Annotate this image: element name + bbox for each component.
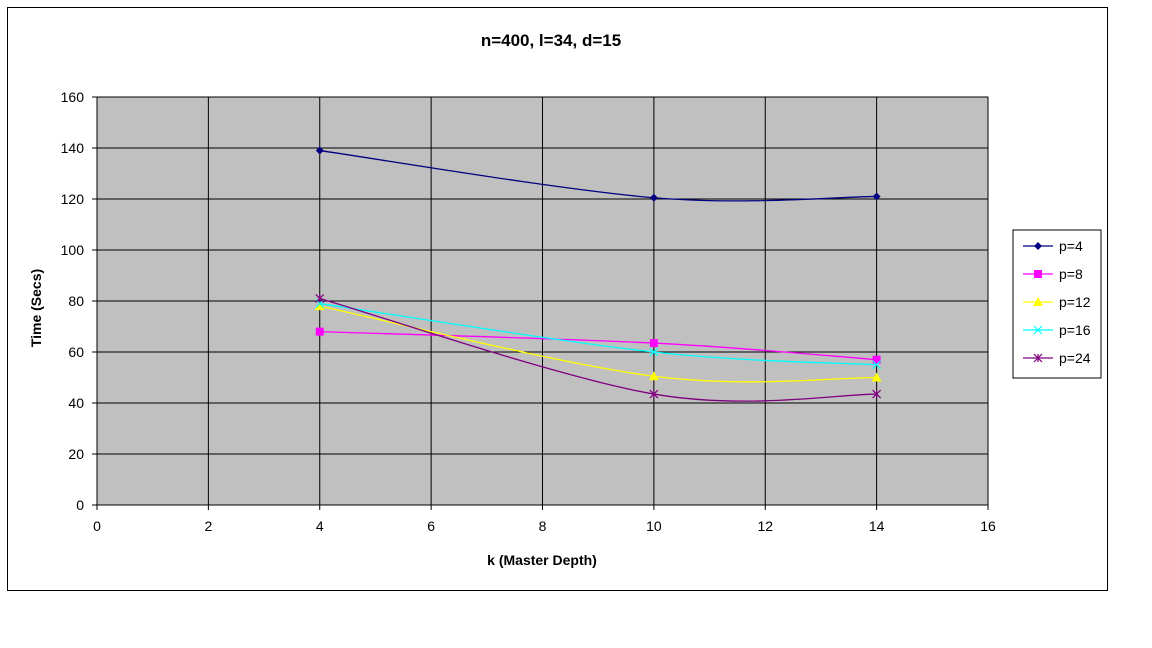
series-p=8 [315, 327, 881, 364]
data-point [315, 146, 324, 155]
x-tick-label: 2 [204, 518, 212, 534]
legend-label: p=12 [1059, 294, 1091, 310]
data-point [872, 360, 882, 370]
y-tick-label: 120 [61, 191, 85, 207]
legend-item: p=16 [1023, 322, 1091, 338]
y-tick-label: 0 [76, 497, 84, 513]
x-tick-label: 6 [427, 518, 435, 534]
x-tick-label: 10 [646, 518, 662, 534]
series-line [319, 302, 877, 366]
chart-title: n=400, l=34, d=15 [481, 31, 621, 50]
x-tick-label: 0 [93, 518, 101, 534]
y-tick-label: 20 [68, 446, 84, 462]
x-tick-labels: 0 2 4 6 8 10 12 14 16 [93, 518, 996, 534]
series-p=24 [315, 294, 882, 402]
legend-box [1012, 229, 1102, 379]
y-tick-label: 140 [61, 140, 85, 156]
data-point [648, 371, 659, 381]
x-tick-label: 4 [316, 518, 324, 534]
data-point [872, 355, 881, 364]
data-point [649, 339, 658, 348]
y-tick-label: 60 [68, 344, 84, 360]
y-tick-label: 40 [68, 395, 84, 411]
legend-marker [1033, 297, 1043, 306]
line-chart: n=400, l=34, d=15 020406080100120140160 … [28, 31, 1102, 568]
data-point [649, 389, 659, 399]
series-p=4 [315, 146, 881, 202]
data-point [872, 389, 882, 399]
series-p=16 [315, 299, 882, 370]
chart-frame: n=400, l=34, d=15 0 20 40 60 80 100 120 140 160 … [7, 7, 1108, 591]
y-tick-labels: 0 20 40 60 80 100 120 140 160 [61, 89, 85, 513]
legend-item: p=4 [1023, 238, 1083, 254]
legend-marker [1033, 325, 1043, 335]
data-point [872, 192, 881, 201]
legend-item: p=12 [1023, 294, 1091, 310]
x-axis-label: k (Master Depth) [487, 552, 597, 568]
legend-label: p=4 [1059, 238, 1083, 254]
y-tick-label: 80 [68, 293, 84, 309]
legend: p=4 p=8 p=12 p=16 p=24 [1012, 229, 1102, 379]
legend-label: p=16 [1059, 322, 1091, 338]
axes [92, 96, 989, 510]
y-axis-label: Time (Secs) [28, 269, 44, 347]
legend-marker [1034, 270, 1042, 278]
series-line [319, 330, 877, 361]
series-line [319, 297, 877, 402]
data-point [871, 372, 882, 382]
y-tick-label: 100 [61, 242, 85, 258]
legend-label: p=24 [1059, 350, 1091, 366]
series-layer [314, 146, 882, 402]
legend-item: p=24 [1023, 350, 1091, 366]
data-point [315, 294, 325, 303]
x-tick-label: 12 [757, 518, 773, 534]
x-tick-label: 16 [980, 518, 996, 534]
legend-marker [1033, 353, 1043, 363]
legend-item: p=8 [1023, 266, 1083, 282]
data-point [649, 193, 658, 202]
x-tick-label: 14 [869, 518, 885, 534]
series-line [319, 305, 877, 383]
legend-label: p=8 [1059, 266, 1083, 282]
series-line [319, 149, 877, 202]
legend-marker [1034, 242, 1042, 250]
y-tick-label: 160 [61, 89, 85, 105]
data-point [314, 301, 325, 311]
series-p=12 [314, 301, 882, 383]
x-tick-label: 8 [539, 518, 547, 534]
data-point [315, 327, 324, 336]
data-point [649, 347, 659, 357]
